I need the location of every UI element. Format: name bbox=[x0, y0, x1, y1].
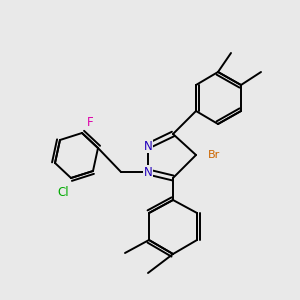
Text: N: N bbox=[144, 166, 152, 178]
Text: N: N bbox=[144, 140, 152, 152]
Text: F: F bbox=[87, 116, 93, 130]
Text: Br: Br bbox=[208, 150, 220, 160]
Text: Cl: Cl bbox=[57, 185, 69, 199]
